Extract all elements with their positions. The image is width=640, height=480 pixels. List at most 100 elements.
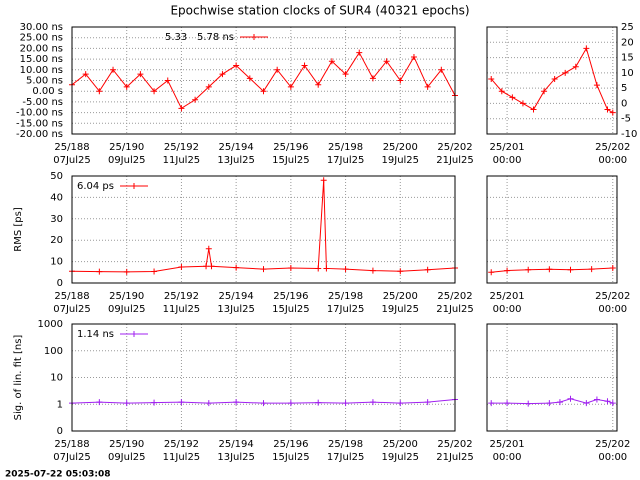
y-tick-label: 1000 — [38, 319, 63, 330]
x-tick-sublabel: 00:00 — [493, 155, 522, 166]
point-marker — [509, 94, 516, 101]
legend-marker — [131, 331, 137, 337]
point-marker — [323, 265, 330, 272]
x-tick-sublabel: 21Jul25 — [436, 155, 474, 166]
x-tick-label: 25/202 — [595, 439, 630, 450]
point-marker — [541, 88, 548, 95]
x-tick-sublabel: 21Jul25 — [436, 452, 474, 463]
x-tick-sublabel: 09Jul25 — [108, 155, 146, 166]
y-tick-label: 5.00 ns — [26, 76, 63, 87]
point-marker — [205, 400, 212, 407]
y-tick-label: 40 — [50, 192, 63, 203]
y-tick-label: -10.00 ns — [16, 108, 63, 119]
x-tick-label: 25/190 — [109, 291, 144, 302]
x-tick-label: 25/196 — [273, 291, 308, 302]
x-tick-sublabel: 07Jul25 — [53, 304, 91, 315]
y-tick-label: 10 — [50, 257, 63, 268]
y-tick-label: -10 — [621, 129, 637, 140]
x-tick-sublabel: 19Jul25 — [382, 304, 420, 315]
x-tick-sublabel: 07Jul25 — [53, 452, 91, 463]
y-tick-label: 25 — [621, 22, 634, 33]
x-tick-sublabel: 15Jul25 — [272, 304, 310, 315]
plot-frame — [71, 26, 456, 135]
point-marker — [96, 88, 103, 95]
x-tick-label: 25/194 — [219, 142, 254, 153]
x-tick-label: 25/192 — [164, 291, 199, 302]
x-tick-label: 25/198 — [328, 142, 363, 153]
x-tick-sublabel: 17Jul25 — [327, 452, 365, 463]
x-tick-sublabel: 21Jul25 — [436, 304, 474, 315]
y-tick-label: 30.00 ns — [20, 22, 63, 33]
x-tick-sublabel: 15Jul25 — [272, 452, 310, 463]
point-marker — [525, 266, 532, 273]
y-tick-label: 1 — [57, 399, 63, 410]
point-marker — [287, 265, 294, 272]
point-marker — [424, 266, 431, 273]
x-tick-sublabel: 00:00 — [598, 452, 627, 463]
x-tick-sublabel: 15Jul25 — [272, 155, 310, 166]
x-tick-label: 25/200 — [383, 439, 418, 450]
point-marker — [205, 245, 212, 252]
point-marker — [438, 66, 445, 73]
y-tick-label: 20 — [50, 235, 63, 246]
point-marker — [246, 75, 253, 82]
x-tick-sublabel: 00:00 — [493, 304, 522, 315]
legend-marker — [251, 34, 257, 40]
x-tick-label: 25/188 — [54, 439, 89, 450]
x-tick-sublabel: 17Jul25 — [327, 304, 365, 315]
plot-frame — [486, 175, 618, 284]
point-marker — [593, 396, 600, 403]
x-tick-label: 25/194 — [219, 291, 254, 302]
y-tick-label: 0 — [621, 98, 627, 109]
point-marker — [397, 268, 404, 275]
y-tick-label: 0.00 s — [32, 86, 63, 97]
point-marker — [556, 399, 563, 406]
point-marker — [233, 62, 240, 69]
x-tick-label: 25/201 — [489, 291, 524, 302]
point-marker — [583, 45, 590, 52]
point-marker — [233, 399, 240, 406]
point-marker — [488, 400, 495, 407]
x-tick-label: 25/201 — [489, 439, 524, 450]
y-tick-label: 0 — [57, 278, 63, 289]
point-marker — [178, 105, 185, 112]
point-marker — [151, 268, 158, 275]
point-marker — [583, 400, 590, 407]
point-marker — [609, 265, 616, 272]
point-marker — [424, 399, 431, 406]
point-marker — [498, 88, 505, 95]
x-tick-sublabel: 09Jul25 — [108, 452, 146, 463]
point-marker — [137, 71, 144, 78]
point-marker — [260, 88, 267, 95]
y-tick-label: 10.00 ns — [20, 65, 63, 76]
x-tick-sublabel: 11Jul25 — [163, 304, 201, 315]
point-marker — [178, 263, 185, 270]
x-tick-label: 25/192 — [164, 142, 199, 153]
point-marker — [192, 96, 199, 103]
y-tick-label: -5 — [621, 114, 631, 125]
point-marker — [609, 400, 616, 407]
point-marker — [123, 400, 130, 407]
point-marker — [96, 399, 103, 406]
timestamp: 2025-07-22 05:03:08 — [5, 470, 110, 480]
point-marker — [123, 83, 130, 90]
y-axis-label: RMS [ps] — [13, 207, 24, 252]
x-tick-label: 25/202 — [437, 291, 472, 302]
y-tick-label: 20 — [621, 37, 634, 48]
x-tick-label: 25/198 — [328, 291, 363, 302]
chart-title: Epochwise station clocks of SUR4 (40321 … — [170, 4, 469, 18]
y-tick-label: 20.00 ns — [20, 43, 63, 54]
x-tick-label: 25/198 — [328, 439, 363, 450]
point-marker — [604, 398, 611, 405]
y-tick-label: 0 — [57, 426, 63, 437]
x-tick-label: 25/190 — [109, 439, 144, 450]
point-marker — [397, 77, 404, 84]
x-tick-sublabel: 11Jul25 — [163, 452, 201, 463]
point-marker — [562, 69, 569, 76]
x-tick-sublabel: 00:00 — [598, 304, 627, 315]
x-tick-label: 25/202 — [437, 142, 472, 153]
point-marker — [356, 49, 363, 56]
plot-frame — [486, 323, 618, 432]
point-marker — [397, 400, 404, 407]
